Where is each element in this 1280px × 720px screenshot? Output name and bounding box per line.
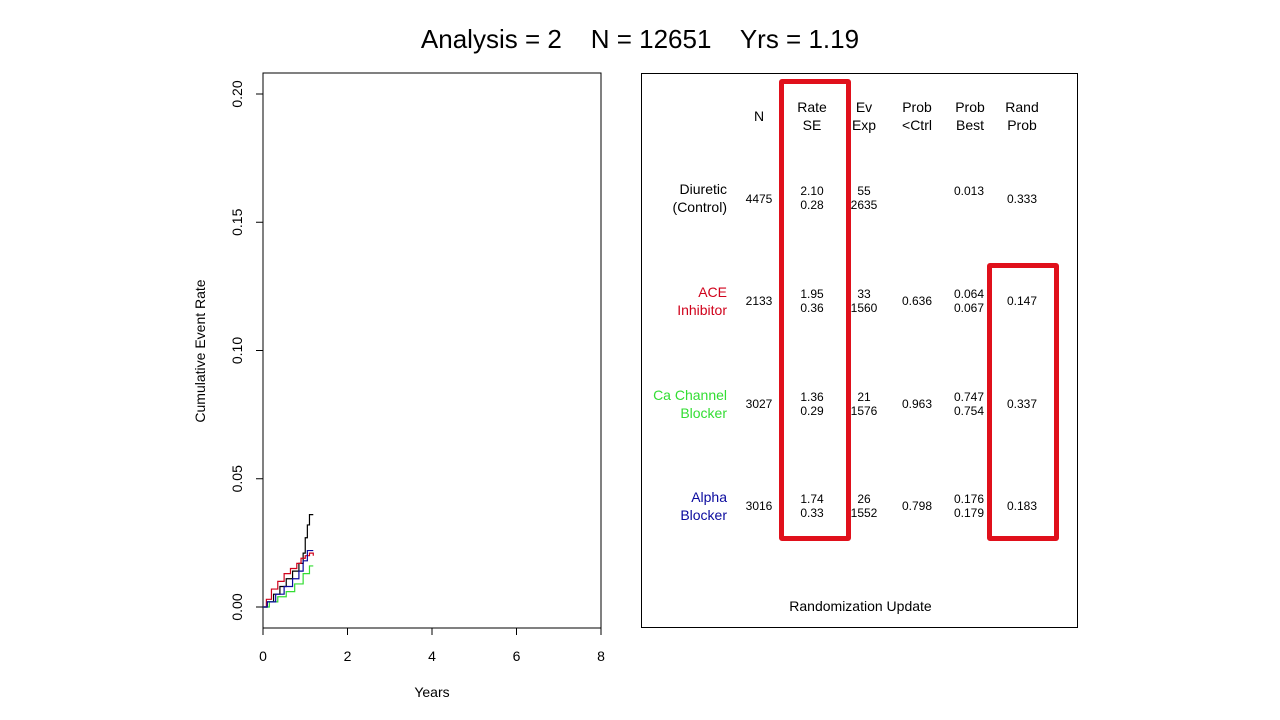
- row-label-line: Diuretic: [679, 181, 727, 197]
- x-axis: 0 2 4 6 8: [259, 627, 605, 664]
- cell-rand-prob: 0.337: [1006, 397, 1038, 411]
- cell-rate: 1.95: [800, 287, 824, 301]
- series-line-0: [263, 514, 314, 608]
- row-label-line: Blocker: [680, 507, 727, 523]
- y-tick-label: 0.05: [229, 465, 245, 492]
- cell-rate: 1.36: [800, 390, 824, 404]
- y-tick-label: 0.20: [229, 80, 245, 107]
- cell-rate-se: 1.36 0.29: [792, 390, 832, 418]
- plot-frame: [262, 72, 602, 629]
- series-line-1: [263, 552, 314, 608]
- cell-n: 4475: [745, 192, 773, 206]
- header-best: Best: [955, 117, 984, 133]
- y-tick-label: 0.15: [229, 208, 245, 235]
- x-tick-label: 0: [259, 648, 267, 664]
- cell-prob-best-1: 0.013: [953, 184, 985, 198]
- header-n: N: [753, 108, 765, 124]
- randomization-update-panel: N Rate SE Ev Exp Prob <Ctrl Prob Best Ra…: [641, 73, 1078, 628]
- cell-prob-best-1: 0.747: [953, 390, 985, 404]
- cell-rate-se: 2.10 0.28: [792, 184, 832, 212]
- row-label-line: (Control): [672, 199, 727, 215]
- cell-se: 0.28: [800, 198, 824, 212]
- page-title: Analysis = 2 N = 12651 Yrs = 1.19: [420, 24, 860, 54]
- y-axis: 0.00 0.05 0.10 0.15 0.20: [229, 80, 263, 621]
- header-rate-se: Rate SE: [787, 98, 837, 134]
- cell-ev-exp: 33 1560: [844, 287, 884, 315]
- header-rand: Rand: [1005, 99, 1039, 115]
- cell-rand-prob: 0.183: [1006, 499, 1038, 513]
- cell-prob-ctrl: 0.798: [901, 499, 933, 513]
- cell-prob-ctrl: 0.636: [901, 294, 933, 308]
- rand-prob-highlight-box: [987, 263, 1059, 541]
- x-tick-label: 6: [513, 648, 521, 664]
- cell-prob-best-1: 0.064: [953, 287, 985, 301]
- cell-rate: 2.10: [800, 184, 824, 198]
- cell-ev: 55: [857, 184, 871, 198]
- header-se: SE: [802, 117, 822, 133]
- cell-se: 0.29: [800, 404, 824, 418]
- cell-prob-best-2: 0.754: [953, 404, 985, 418]
- cell-prob-ctrl: 0.963: [901, 397, 933, 411]
- cell-ev: 26: [857, 492, 871, 506]
- header-rate: Rate: [797, 99, 827, 115]
- row-label-line: Alpha: [691, 489, 727, 505]
- cell-prob-best-2: 0.067: [953, 301, 985, 315]
- cell-prob-best-2: 0.179: [953, 506, 985, 520]
- cumulative-event-rate-chart: 0 2 4 6 8 0.00 0.05 0.10 0.15 0.20 Years Cumulat…: [192, 72, 605, 700]
- y-axis-label: Cumulative Event Rate: [192, 279, 208, 422]
- panel-footer: Randomization Update: [789, 598, 932, 614]
- cell-exp: 1576: [850, 404, 878, 418]
- cell-n: 2133: [745, 294, 773, 308]
- cell-ev-exp: 21 1576: [844, 390, 884, 418]
- header-prob: Prob: [1007, 117, 1037, 133]
- cell-rand-prob: 0.333: [1006, 192, 1038, 206]
- cell-ev-exp: 55 2635: [844, 184, 884, 212]
- cell-rate: 1.74: [800, 492, 824, 506]
- rate-se-highlight-box: [779, 79, 851, 541]
- row-label-line: Ca Channel: [653, 387, 727, 403]
- series-layer: [263, 514, 314, 608]
- cell-ev: 33: [857, 287, 871, 301]
- x-tick-label: 8: [597, 648, 605, 664]
- cell-rand-prob: 0.147: [1006, 294, 1038, 308]
- cell-prob-best: 0.064 0.067: [949, 287, 989, 315]
- header-prob-ctrl: Prob <Ctrl: [892, 98, 942, 134]
- header-ev-exp: Ev Exp: [842, 98, 886, 134]
- cell-rate-se: 1.95 0.36: [792, 287, 832, 315]
- header-prob-best: Prob Best: [946, 98, 994, 134]
- cell-prob-best-1: 0.176: [953, 492, 985, 506]
- row-label-line: Inhibitor: [677, 302, 727, 318]
- row-label-ace-inhibitor: ACE Inhibitor: [642, 283, 727, 319]
- row-label-line: Blocker: [680, 405, 727, 421]
- header-prob: Prob: [902, 99, 932, 115]
- row-label-line: ACE: [698, 284, 727, 300]
- row-label-alpha-blocker: Alpha Blocker: [642, 488, 727, 524]
- cell-ev-exp: 26 1552: [844, 492, 884, 520]
- x-tick-label: 4: [428, 648, 436, 664]
- cell-ev: 21: [857, 390, 871, 404]
- series-line-3: [263, 549, 314, 608]
- cell-se: 0.36: [800, 301, 824, 315]
- header-rand-prob: Rand Prob: [997, 98, 1047, 134]
- y-tick-label: 0.00: [229, 593, 245, 620]
- cell-prob-best: 0.176 0.179: [949, 492, 989, 520]
- row-label-diuretic: Diuretic (Control): [642, 180, 727, 216]
- y-tick-label: 0.10: [229, 337, 245, 364]
- cell-rate-se: 1.74 0.33: [792, 492, 832, 520]
- cell-exp: 1560: [850, 301, 878, 315]
- header-ev: Ev: [855, 99, 873, 115]
- cell-n: 3016: [745, 499, 773, 513]
- cell-prob-best: 0.013: [949, 184, 989, 198]
- row-label-ca-channel-blocker: Ca Channel Blocker: [642, 386, 727, 422]
- cell-exp: 1552: [850, 506, 878, 520]
- cell-exp: 2635: [850, 198, 878, 212]
- header-prob: Prob: [955, 99, 985, 115]
- cell-se: 0.33: [800, 506, 824, 520]
- cell-n: 3027: [745, 397, 773, 411]
- header-ctrl: <Ctrl: [902, 117, 932, 133]
- header-exp: Exp: [851, 117, 877, 133]
- x-axis-label: Years: [414, 684, 449, 700]
- cell-prob-best: 0.747 0.754: [949, 390, 989, 418]
- x-tick-label: 2: [344, 648, 352, 664]
